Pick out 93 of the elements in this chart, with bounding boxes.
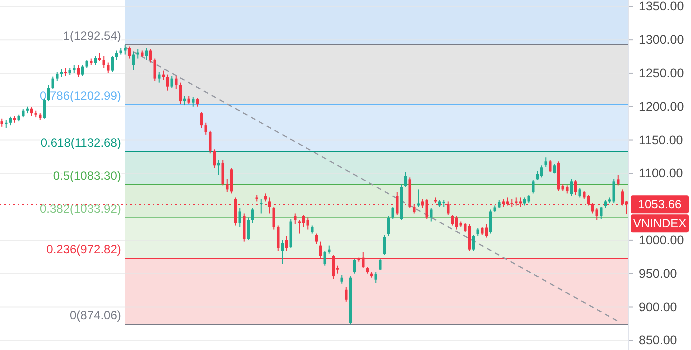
candlestick: [272, 206, 276, 230]
candlestick: [77, 64, 80, 78]
candlestick: [222, 160, 225, 186]
candlestick: [260, 198, 263, 214]
candlestick: [417, 189, 420, 208]
candlestick: [302, 214, 306, 228]
candlestick: [238, 208, 242, 228]
candlestick: [192, 97, 195, 108]
candlestick: [570, 178, 574, 197]
candlestick: [132, 52, 136, 71]
candlestick: [455, 216, 458, 230]
y-tick-label: 1000.00: [639, 233, 684, 248]
candlestick: [158, 72, 161, 84]
candlestick: [600, 206, 603, 220]
legend-label: VNINDEX: [633, 216, 687, 231]
candlestick: [204, 122, 208, 136]
candlestick: [532, 180, 535, 194]
candlestick: [276, 225, 280, 252]
candlestick: [324, 250, 327, 266]
candlestick: [404, 172, 408, 188]
candlestick: [468, 224, 472, 252]
candlestick: [596, 208, 599, 221]
candlestick: [306, 217, 310, 230]
candlestick: [378, 258, 382, 272]
candlestick: [247, 217, 250, 241]
candlestick: [242, 213, 246, 242]
candlestick: [200, 112, 204, 129]
candlestick: [285, 236, 288, 252]
candlestick: [94, 56, 98, 66]
candlestick: [553, 164, 556, 174]
ref-line-label: 0(874.06): [70, 308, 122, 323]
candlestick: [128, 46, 132, 60]
candlestick: [489, 209, 492, 234]
candlestick: [383, 234, 386, 256]
candlestick: [149, 48, 152, 64]
candlestick: [81, 64, 84, 77]
candlestick: [213, 149, 216, 169]
y-tick-label: 950.00: [639, 266, 678, 281]
ref-line-label: 0.618(1132.68): [40, 136, 122, 150]
candlestick: [230, 168, 234, 194]
candlestick: [106, 62, 110, 74]
candlestick: [124, 44, 127, 56]
candlestick: [294, 213, 297, 225]
candlestick: [472, 234, 476, 252]
candlestick: [183, 96, 186, 106]
candlestick: [485, 224, 488, 238]
candlestick: [102, 56, 106, 69]
y-tick-label: 1350.00: [639, 0, 684, 14]
candlestick: [574, 180, 578, 196]
candlestick: [315, 233, 318, 245]
candlestick: [136, 48, 140, 60]
ref-line-label: 0.236(972.82): [46, 242, 122, 257]
y-tick-label: 900.00: [639, 300, 678, 314]
text: 1053.66: [638, 198, 682, 212]
candlestick: [374, 272, 378, 284]
y-tick-label: 1150.00: [639, 133, 684, 148]
candlestick: [616, 174, 620, 186]
candlestick: [52, 76, 55, 90]
candlestick: [154, 58, 157, 82]
y-tick-label: 1100.00: [639, 166, 684, 181]
candlestick: [145, 48, 148, 61]
candlestick: [162, 70, 166, 81]
candlestick: [548, 160, 552, 173]
candlestick: [251, 208, 254, 224]
candlestick: [208, 130, 212, 154]
candlestick: [56, 72, 59, 82]
candlestick: [536, 170, 540, 181]
y-tick-label: 1250.00: [639, 66, 684, 80]
candlestick: [353, 258, 356, 274]
candlestick: [540, 165, 544, 178]
y-tick-label: 1200.00: [639, 100, 684, 114]
ref-line-label: 0.382(1033.92): [40, 202, 122, 216]
candlestick: [344, 286, 348, 302]
candlestick: [281, 240, 284, 266]
y-tick-label: 850.00: [639, 334, 678, 348]
candlestick: [111, 56, 114, 73]
ref-line-label: 0.5(1083.30): [53, 168, 122, 183]
candlestick: [430, 208, 433, 222]
candlestick: [179, 82, 182, 105]
candlestick: [392, 206, 395, 220]
candlestick: [174, 76, 178, 90]
candlestick: [396, 192, 399, 216]
candlestick: [544, 157, 548, 168]
candlestick: [217, 160, 220, 176]
y-tick-label: 1300.00: [639, 33, 684, 48]
candlestick: [451, 214, 454, 226]
candlestick: [170, 76, 174, 89]
candlestick: [612, 178, 616, 204]
candlestick: [115, 50, 118, 61]
candlestick: [578, 188, 582, 198]
ref-line-label: 1(1292.54): [63, 29, 122, 44]
candlestick: [387, 216, 390, 237]
candlestick: [166, 74, 170, 92]
